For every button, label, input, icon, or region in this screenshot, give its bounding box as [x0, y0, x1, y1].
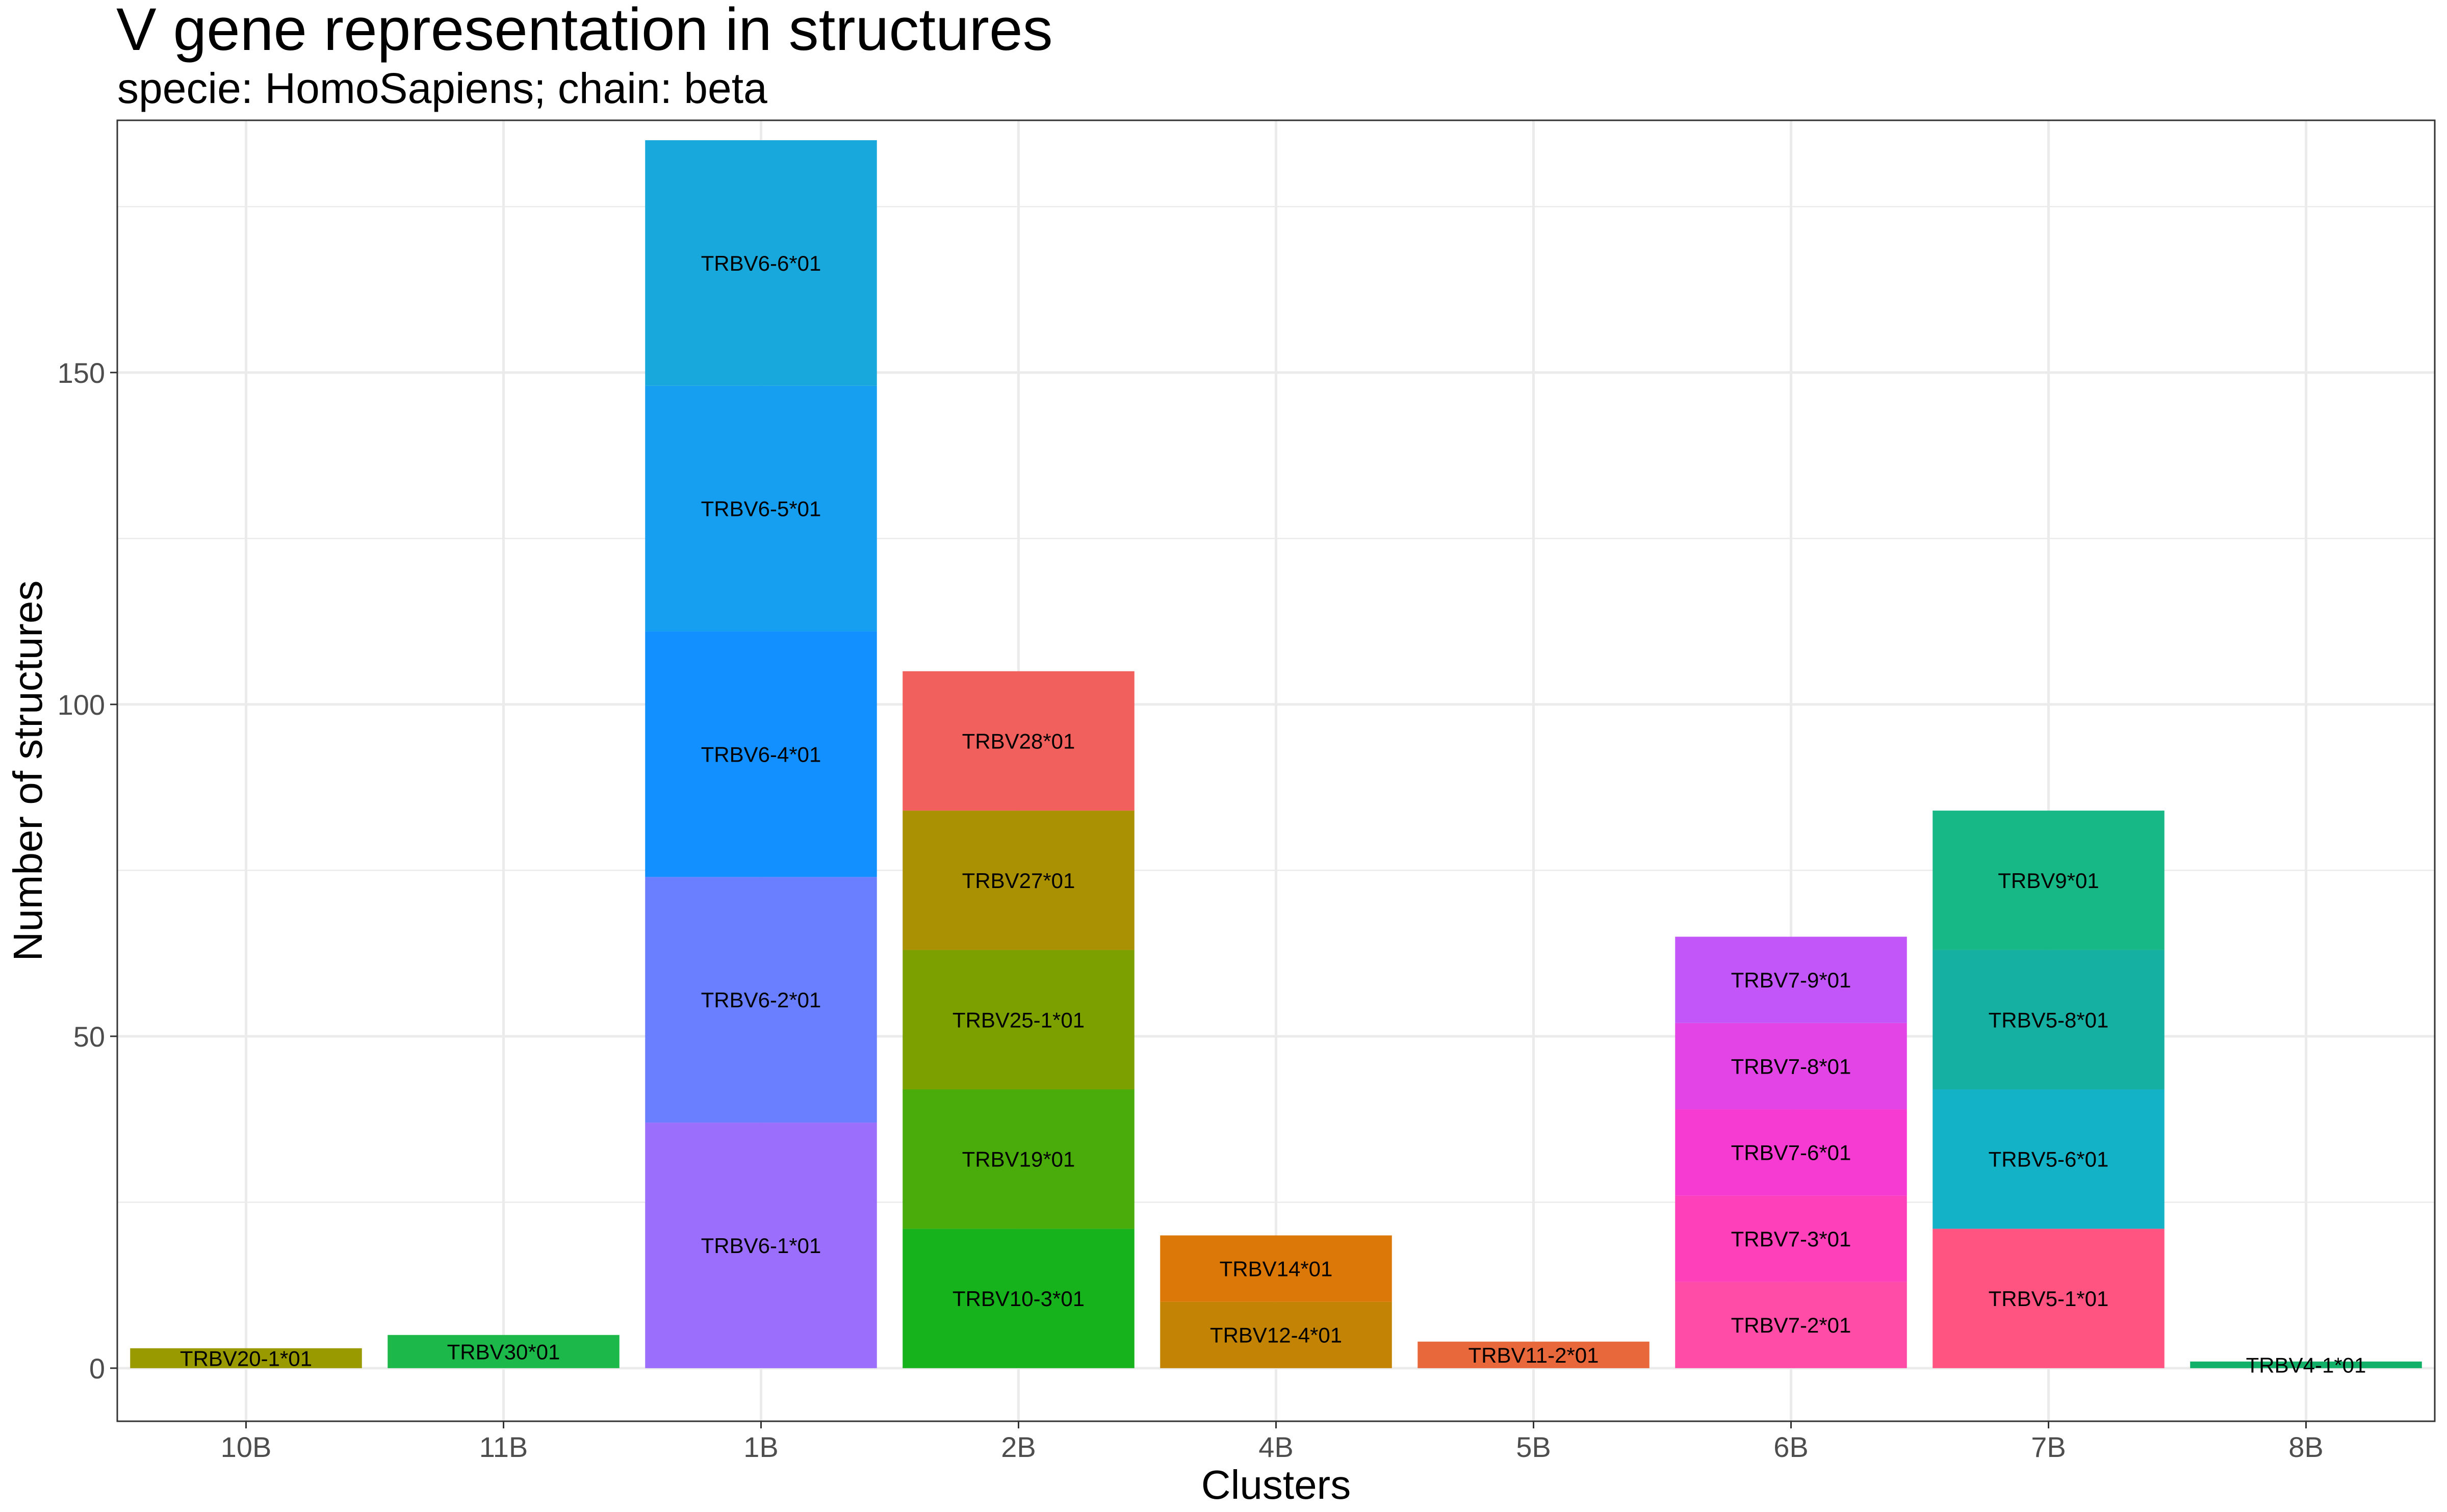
bar-segment	[1160, 1235, 1392, 1302]
bar-segment	[903, 1089, 1135, 1229]
bar-segment-label: TRBV9*01	[1998, 869, 2099, 893]
bar-segment-label: TRBV19*01	[962, 1148, 1075, 1171]
bar-segment-label: TRBV5-6*01	[1989, 1148, 2109, 1171]
bar-segment-label: TRBV4-1*01	[2246, 1353, 2366, 1377]
bar-segment	[1675, 936, 1907, 1023]
bar-segment-label: TRBV14*01	[1220, 1257, 1333, 1281]
bar-segment	[1160, 1301, 1392, 1368]
x-tick-label: 2B	[1001, 1431, 1036, 1463]
bar-segment	[1675, 1195, 1907, 1282]
bar-segment	[1933, 1089, 2165, 1229]
bar-segment	[645, 1123, 877, 1368]
bar-segment	[1933, 1229, 2165, 1368]
bar-segment	[1675, 1282, 1907, 1368]
bar-segment	[645, 631, 877, 877]
y-tick-label: 0	[89, 1352, 105, 1385]
bar-segment-label: TRBV11-2*01	[1468, 1343, 1599, 1367]
chart-title: V gene representation in structures	[116, 0, 1053, 63]
bar-segment	[645, 140, 877, 386]
bar-segment-label: TRBV25-1*01	[952, 1008, 1085, 1032]
bar-segment-label: TRBV5-8*01	[1989, 1008, 2109, 1032]
bar-segment	[645, 385, 877, 632]
bar-segment	[1418, 1341, 1650, 1368]
x-axis-title: Clusters	[1201, 1462, 1351, 1507]
bar-segment-label: TRBV7-9*01	[1731, 968, 1851, 992]
x-tick-label: 6B	[1773, 1431, 1809, 1463]
x-tick-label: 11B	[479, 1431, 528, 1463]
bar-segment-label: TRBV6-6*01	[701, 251, 821, 275]
bar-segment-label: TRBV10-3*01	[952, 1287, 1085, 1311]
x-axis: 10B 11B 1B 2B 4B 5B 6B 7B 8B	[221, 1421, 2324, 1463]
bar-segment-label: TRBV6-4*01	[701, 742, 821, 766]
bar-segment-label: TRBV28*01	[962, 729, 1075, 753]
y-axis: 0 50 100 150	[58, 357, 117, 1385]
bar-segment	[903, 671, 1135, 811]
bar-segment-label: TRBV12-4*01	[1210, 1323, 1342, 1347]
bar-segment	[2190, 1361, 2422, 1368]
bar-segment-label: TRBV5-1*01	[1989, 1287, 2109, 1311]
bar-segment-label: TRBV27*01	[962, 869, 1075, 893]
bar-segment	[388, 1335, 620, 1368]
x-tick-label: 5B	[1516, 1431, 1551, 1463]
bar-segment-label: TRBV7-2*01	[1731, 1313, 1851, 1337]
y-axis-title: Number of structures	[5, 581, 50, 961]
bars: TRBV20-1*01 TRBV30*01 TRBV6-1*01 TRBV6-2*01…	[130, 140, 2422, 1377]
bar-segment-label: TRBV7-3*01	[1731, 1227, 1851, 1251]
y-tick-label: 100	[58, 689, 105, 721]
bar-segment	[1675, 1109, 1907, 1196]
x-tick-label: 1B	[743, 1431, 779, 1463]
bar-segment-label: TRBV6-2*01	[701, 988, 821, 1012]
bar-segment-label: TRBV7-6*01	[1731, 1141, 1851, 1165]
bar-segment	[130, 1348, 362, 1368]
chart-subtitle: specie: HomoSapiens; chain: beta	[117, 64, 767, 112]
x-tick-label: 7B	[2031, 1431, 2066, 1463]
x-tick-label: 4B	[1258, 1431, 1294, 1463]
bar-segment-label: TRBV6-5*01	[701, 497, 821, 521]
bar-segment-label: TRBV6-1*01	[701, 1234, 821, 1258]
bar-segment-label: TRBV30*01	[447, 1340, 560, 1364]
bar-segment	[903, 811, 1135, 950]
bar-segment-label: TRBV20-1*01	[180, 1346, 312, 1370]
x-tick-label: 10B	[221, 1431, 272, 1463]
bar-segment	[903, 1229, 1135, 1368]
bar-segment	[1933, 811, 2165, 950]
y-tick-label: 150	[58, 357, 105, 389]
y-tick-label: 50	[73, 1021, 105, 1053]
bar-segment	[645, 877, 877, 1123]
x-tick-label: 8B	[2288, 1431, 2324, 1463]
bar-segment	[903, 950, 1135, 1089]
bar-segment	[1675, 1023, 1907, 1110]
bar-segment	[1933, 950, 2165, 1089]
bar-segment-label: TRBV7-8*01	[1731, 1054, 1851, 1078]
